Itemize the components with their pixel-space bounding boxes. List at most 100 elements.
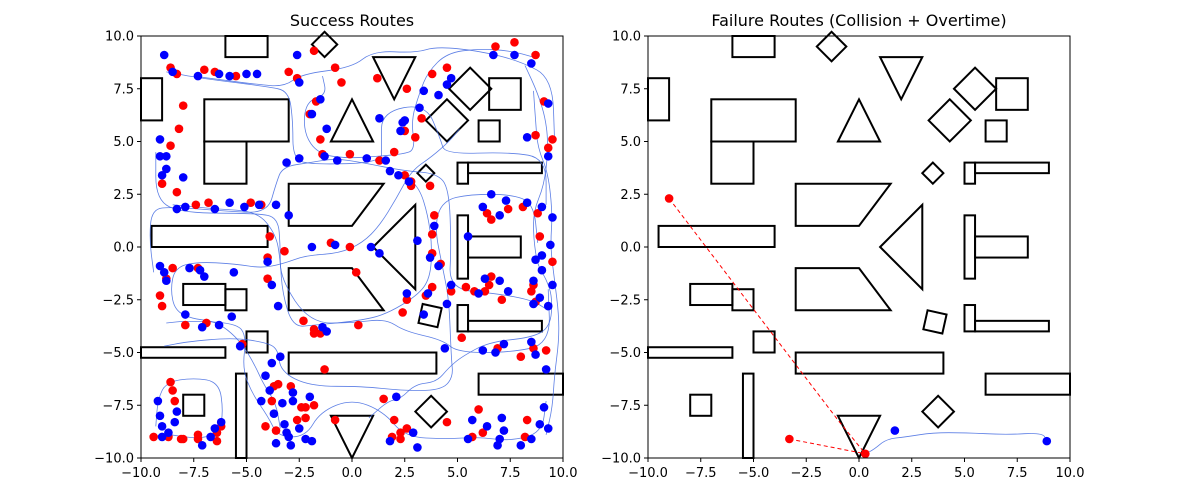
obstacle bbox=[371, 56, 417, 102]
goal-point bbox=[284, 211, 294, 220]
goal-point bbox=[320, 151, 329, 161]
success-plot-frame bbox=[140, 35, 564, 459]
goal-point bbox=[210, 204, 220, 214]
collision-line bbox=[668, 198, 866, 455]
goal-point bbox=[531, 255, 540, 264]
goal-point bbox=[307, 242, 317, 252]
goal-point bbox=[478, 202, 488, 212]
start-point bbox=[427, 282, 437, 292]
goal-point bbox=[214, 69, 224, 79]
goal-point bbox=[195, 265, 205, 275]
goal-point bbox=[495, 211, 505, 220]
start-point bbox=[309, 400, 319, 410]
goal-point bbox=[548, 280, 557, 290]
goal-point bbox=[159, 268, 169, 277]
route-line bbox=[193, 47, 555, 142]
obstacle bbox=[415, 163, 436, 184]
start-point bbox=[316, 135, 325, 144]
obstacle bbox=[371, 202, 417, 292]
success-x-tick-label: −7.5 bbox=[178, 466, 210, 481]
obstacle bbox=[182, 282, 227, 307]
success-y-tick-label: 10.0 bbox=[105, 30, 134, 45]
start-point bbox=[402, 84, 412, 94]
success-y-tick-label: −5.0 bbox=[102, 346, 134, 361]
goal-point bbox=[240, 202, 249, 212]
start-point bbox=[345, 149, 355, 159]
obstacle bbox=[963, 304, 977, 333]
goal-point bbox=[235, 341, 245, 351]
goal-point bbox=[294, 78, 304, 87]
obstacle bbox=[920, 394, 956, 429]
goal-point bbox=[216, 417, 226, 427]
goal-point bbox=[499, 339, 509, 349]
goal-point bbox=[543, 151, 553, 161]
start-point bbox=[457, 333, 467, 343]
failure-routes bbox=[865, 432, 1048, 455]
goal-point bbox=[425, 253, 435, 262]
obstacle bbox=[647, 77, 671, 122]
obstacle bbox=[731, 35, 776, 59]
start-point bbox=[263, 274, 272, 283]
goal-point bbox=[210, 424, 220, 433]
start-point bbox=[402, 295, 412, 305]
start-point bbox=[149, 432, 158, 442]
failure-x-ticks: −10.0 −7.5 −5.0 −2.5 0.0 2.5 5.0 7.5 10.0 bbox=[628, 458, 1084, 481]
goal-point bbox=[446, 73, 456, 83]
start-point bbox=[351, 268, 361, 277]
start-point bbox=[320, 365, 329, 374]
obstacle bbox=[974, 235, 1029, 259]
goal-point bbox=[269, 409, 279, 418]
goal-point bbox=[463, 232, 473, 241]
goal-point bbox=[332, 156, 342, 165]
obstacle bbox=[710, 140, 755, 185]
start-point bbox=[543, 143, 553, 153]
goal-point bbox=[227, 312, 237, 321]
goal-point bbox=[225, 71, 234, 81]
obstacle bbox=[794, 267, 893, 312]
goal-point bbox=[541, 365, 551, 374]
route-line bbox=[368, 65, 553, 419]
start-point bbox=[510, 38, 519, 47]
obstacle bbox=[329, 414, 375, 461]
obstacle bbox=[963, 161, 977, 185]
obstacle bbox=[920, 161, 945, 186]
obstacle bbox=[287, 267, 386, 312]
goal-point bbox=[537, 202, 547, 212]
start-point bbox=[309, 46, 319, 56]
obstacle bbox=[689, 282, 734, 307]
failure-y-tick-label: −7.5 bbox=[609, 399, 641, 414]
start-point bbox=[785, 434, 794, 444]
goal-point bbox=[537, 265, 547, 275]
goal-point bbox=[535, 419, 545, 429]
obstacle bbox=[150, 224, 269, 248]
start-point bbox=[442, 417, 452, 427]
goal-point bbox=[516, 441, 526, 450]
goal-point bbox=[273, 301, 283, 311]
obstacle bbox=[927, 97, 973, 143]
start-point bbox=[482, 208, 492, 218]
goal-point bbox=[408, 428, 418, 437]
goal-point bbox=[153, 396, 163, 406]
goal-point bbox=[522, 198, 532, 207]
start-point bbox=[193, 430, 203, 440]
goal-point bbox=[263, 257, 272, 267]
obstacle bbox=[287, 351, 438, 375]
success-x-tick-label: 2.5 bbox=[394, 466, 415, 481]
obstacle bbox=[329, 97, 375, 143]
goal-point bbox=[271, 200, 281, 210]
goal-point bbox=[172, 407, 182, 416]
start-point bbox=[398, 308, 407, 317]
start-point bbox=[246, 198, 256, 207]
obstacle bbox=[731, 288, 755, 312]
goal-point bbox=[267, 280, 277, 290]
obstacle bbox=[413, 394, 449, 429]
goal-point bbox=[446, 280, 456, 290]
goal-point bbox=[429, 221, 439, 231]
obstacle bbox=[794, 351, 945, 375]
obstacle bbox=[689, 393, 713, 417]
goal-point bbox=[398, 118, 407, 127]
start-point bbox=[389, 147, 399, 157]
success-x-tick-label: 7.5 bbox=[500, 466, 521, 481]
goal-point bbox=[322, 124, 331, 134]
